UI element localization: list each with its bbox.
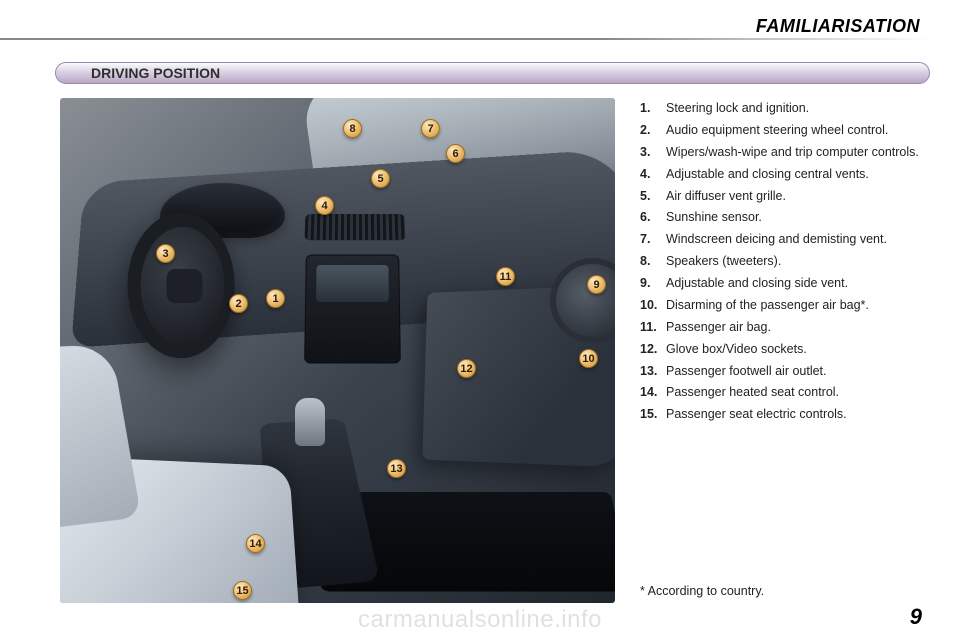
- callout-6: 6: [446, 144, 465, 163]
- list-item-text: Steering lock and ignition.: [666, 100, 930, 117]
- list-item-text: Passenger footwell air outlet.: [666, 363, 930, 380]
- watermark: carmanualsonline.info: [358, 606, 602, 634]
- callout-1: 1: [266, 289, 285, 308]
- section-title-bar: DRIVING POSITION: [55, 62, 930, 84]
- callout-2: 2: [229, 294, 248, 313]
- list-item-text: Adjustable and closing side vent.: [666, 275, 930, 292]
- list-item-text: Speakers (tweeters).: [666, 253, 930, 270]
- callout-8: 8: [343, 119, 362, 138]
- list-item: 14.Passenger heated seat control.: [640, 384, 930, 401]
- list-item-number: 8.: [640, 253, 666, 270]
- list-item-number: 10.: [640, 297, 666, 314]
- list-item-text: Disarming of the passenger air bag*.: [666, 297, 930, 314]
- manual-page: FAMILIARISATION DRIVING POSITION 1234567…: [0, 0, 960, 640]
- shifter-shape: [295, 398, 325, 446]
- callout-9: 9: [587, 275, 606, 294]
- dashboard-illustration: 123456789101112131415: [60, 98, 615, 603]
- list-item-number: 4.: [640, 166, 666, 183]
- callout-12: 12: [457, 359, 476, 378]
- list-item-text: Sunshine sensor.: [666, 209, 930, 226]
- list-item-text: Air diffuser vent grille.: [666, 188, 930, 205]
- list-item-number: 11.: [640, 319, 666, 336]
- callout-5: 5: [371, 169, 390, 188]
- callout-14: 14: [246, 534, 265, 553]
- list-item: 11.Passenger air bag.: [640, 319, 930, 336]
- list-item-number: 12.: [640, 341, 666, 358]
- callout-3: 3: [156, 244, 175, 263]
- list-item-number: 14.: [640, 384, 666, 401]
- list-item-number: 13.: [640, 363, 666, 380]
- list-item: 7.Windscreen deicing and demisting vent.: [640, 231, 930, 248]
- list-item: 15.Passenger seat electric controls.: [640, 406, 930, 423]
- wheel-hub-shape: [167, 268, 203, 303]
- callout-13: 13: [387, 459, 406, 478]
- list-item-number: 6.: [640, 209, 666, 226]
- list-item-number: 5.: [640, 188, 666, 205]
- callout-4: 4: [315, 196, 334, 215]
- list-item: 4.Adjustable and closing central vents.: [640, 166, 930, 183]
- list-item-text: Passenger seat electric controls.: [666, 406, 930, 423]
- list-item-text: Windscreen deicing and demisting vent.: [666, 231, 930, 248]
- feature-list: 1.Steering lock and ignition.2.Audio equ…: [640, 100, 930, 428]
- list-item: 8.Speakers (tweeters).: [640, 253, 930, 270]
- list-item-number: 2.: [640, 122, 666, 139]
- list-item-number: 9.: [640, 275, 666, 292]
- list-item-number: 15.: [640, 406, 666, 423]
- list-item: 10.Disarming of the passenger air bag*.: [640, 297, 930, 314]
- list-item: 5.Air diffuser vent grille.: [640, 188, 930, 205]
- page-number: 9: [910, 604, 922, 630]
- header-line: [0, 38, 930, 40]
- callout-10: 10: [579, 349, 598, 368]
- list-item-number: 7.: [640, 231, 666, 248]
- seat-shape: [60, 455, 302, 603]
- list-item-number: 1.: [640, 100, 666, 117]
- list-item-number: 3.: [640, 144, 666, 161]
- list-item: 6.Sunshine sensor.: [640, 209, 930, 226]
- list-item: 12.Glove box/Video sockets.: [640, 341, 930, 358]
- callout-15: 15: [233, 581, 252, 600]
- list-item-text: Wipers/wash-wipe and trip computer contr…: [666, 144, 930, 161]
- center-vents-shape: [305, 214, 406, 240]
- list-item: 3.Wipers/wash-wipe and trip computer con…: [640, 144, 930, 161]
- list-item: 1.Steering lock and ignition.: [640, 100, 930, 117]
- header-title: FAMILIARISATION: [756, 16, 920, 37]
- callout-7: 7: [421, 119, 440, 138]
- list-item-text: Adjustable and closing central vents.: [666, 166, 930, 183]
- list-item: 13.Passenger footwell air outlet.: [640, 363, 930, 380]
- section-title: DRIVING POSITION: [91, 65, 220, 81]
- list-item: 2.Audio equipment steering wheel control…: [640, 122, 930, 139]
- list-item-text: Passenger heated seat control.: [666, 384, 930, 401]
- list-item-text: Passenger air bag.: [666, 319, 930, 336]
- footnote: * According to country.: [640, 584, 764, 598]
- callout-11: 11: [496, 267, 515, 286]
- list-item-text: Glove box/Video sockets.: [666, 341, 930, 358]
- list-item: 9.Adjustable and closing side vent.: [640, 275, 930, 292]
- center-screen-shape: [316, 265, 389, 302]
- center-stack-shape: [304, 255, 401, 364]
- list-item-text: Audio equipment steering wheel control.: [666, 122, 930, 139]
